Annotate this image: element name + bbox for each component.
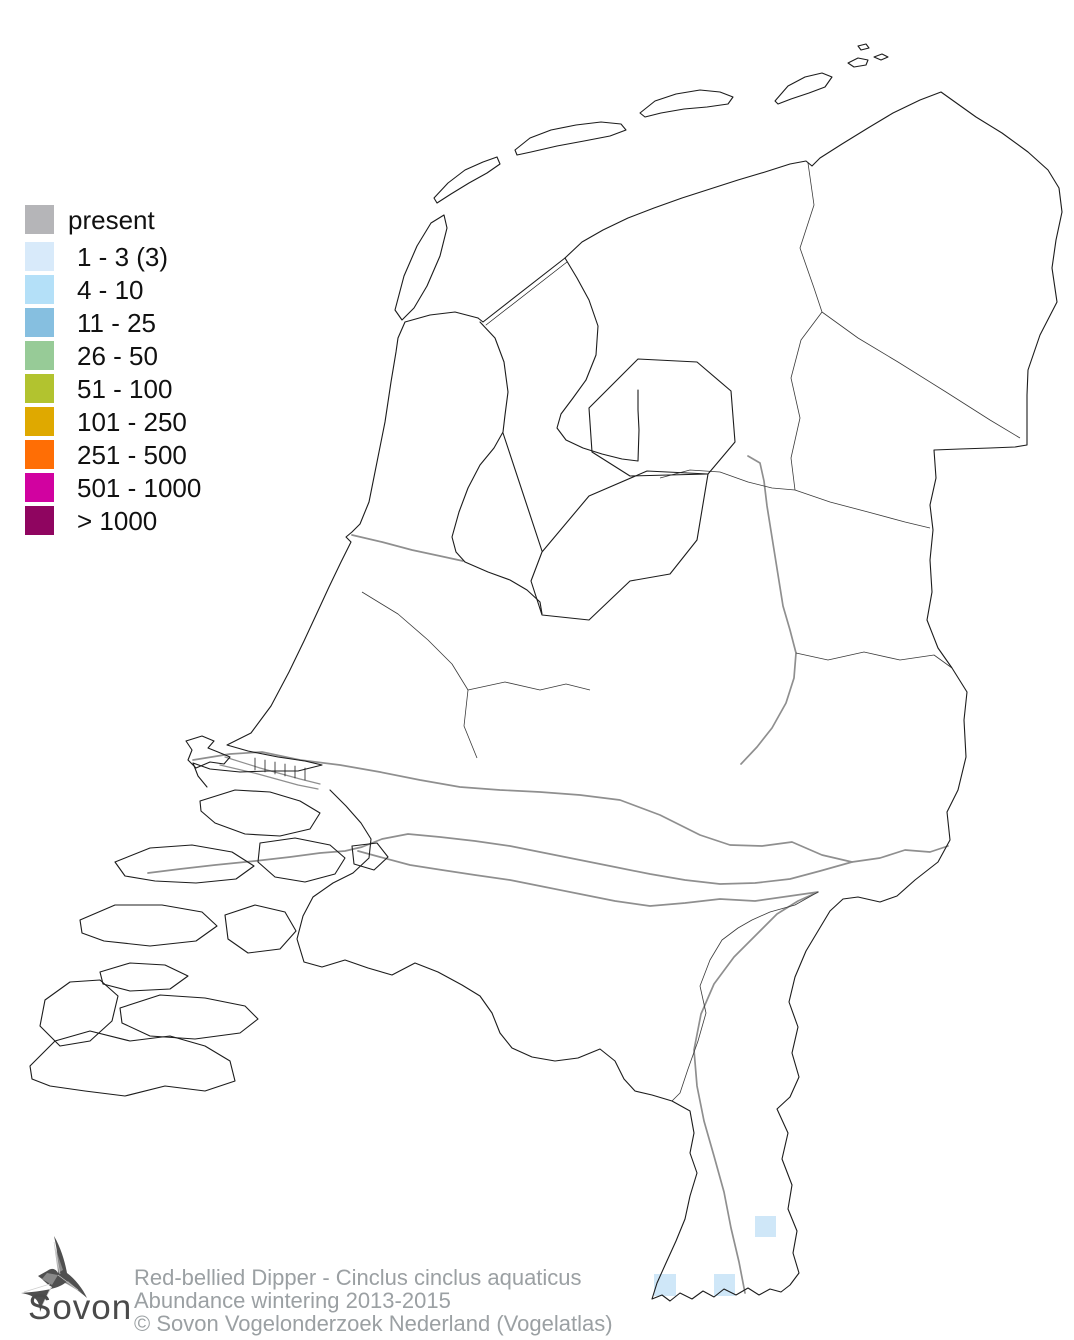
legend-item: 251 - 500 [25, 438, 201, 471]
observation-square [714, 1274, 735, 1296]
afsluitdijk-second-line [485, 261, 568, 326]
island-tholen [224, 904, 297, 954]
legend-item: > 1000 [25, 504, 201, 537]
island-dordrecht [351, 842, 389, 871]
houtribdijk [502, 432, 543, 552]
boundary-friesland-groningen [799, 162, 823, 313]
legend-item: 501 - 1000 [25, 471, 201, 504]
island-zuid-beveland [119, 994, 259, 1040]
legend-item: 26 - 50 [25, 339, 201, 372]
legend-swatch [25, 308, 54, 337]
legend-item-label: present [68, 204, 155, 235]
island-noord-beveland [99, 962, 189, 992]
legend-item-label: 51 - 100 [77, 373, 173, 404]
legend-item-label: 101 - 250 [77, 406, 187, 437]
legend-item: 51 - 100 [25, 372, 201, 405]
legend-item-label: 4 - 10 [77, 274, 144, 305]
province-boundaries-layer [361, 162, 1021, 1102]
legend-item-label: 11 - 25 [77, 307, 157, 338]
legend-item-label: 26 - 50 [77, 340, 158, 371]
sovon-logo: Sovon [14, 1232, 132, 1332]
river-maas [357, 850, 819, 1294]
observation-square [755, 1216, 776, 1237]
legend-swatch [25, 242, 54, 271]
boundary-overijssel-gelderland [795, 651, 953, 669]
boundary-utrecht-gelderland [467, 681, 591, 691]
sovon-logo-text: Sovon [28, 1288, 133, 1327]
island-ameland [639, 89, 734, 118]
legend-swatch [25, 341, 54, 370]
legend-item: present [25, 203, 201, 236]
river-rhine-lek [192, 751, 949, 863]
caption-species: Red-bellied Dipper - Cinclus cinclus aqu… [134, 1265, 582, 1290]
legend-item: 1 - 3 (3) [25, 240, 201, 273]
boundary-friesland-overijssel [659, 469, 796, 491]
rivers-layer [147, 455, 949, 1294]
coast-markermeer-south [464, 561, 543, 615]
island-hoeksche-waard [257, 837, 346, 883]
coast-west [192, 311, 479, 788]
island-schiermonnikoog [774, 72, 833, 105]
legend-swatch [25, 205, 54, 234]
island-walcheren [39, 979, 119, 1047]
island-vlieland [433, 156, 501, 204]
legend-item-label: 251 - 500 [77, 439, 187, 470]
caption-copyright: © Sovon Vogelonderzoek Nederland (Vogela… [134, 1311, 613, 1336]
island-schouwen-duiveland [79, 904, 218, 947]
boundary-friesland-drenthe [790, 311, 823, 491]
coastline-layer [29, 43, 1063, 1302]
islets-wadden-east [847, 43, 889, 68]
legend-item: 4 - 10 [25, 273, 201, 306]
flevoland-polder [530, 470, 709, 621]
legend-swatch [25, 506, 54, 535]
legend-swatch [25, 275, 54, 304]
boundary-noordholland-zuidholland [361, 591, 469, 691]
island-texel [394, 214, 448, 321]
legend-item: 101 - 250 [25, 405, 201, 438]
boundary-brabant-limburg [671, 891, 819, 1102]
legend-swatch [25, 473, 54, 502]
boundary-drenthe-overijssel [794, 489, 931, 529]
waterway-nieuwe-waterweg [219, 756, 321, 790]
legend-swatch [25, 407, 54, 436]
legend-swatch [25, 374, 54, 403]
coast-friesland-inner [556, 257, 640, 462]
port-docks [254, 757, 306, 781]
caption-survey: Abundance wintering 2013-2015 [134, 1288, 451, 1313]
zeeuws-vlaanderen [29, 1030, 236, 1097]
boundary-groningen-drenthe [821, 311, 1021, 439]
legend: present 1 - 3 (3) 4 - 10 11 - 25 26 - 50… [25, 203, 201, 537]
legend-item: 11 - 25 [25, 306, 201, 339]
legend-item-label: > 1000 [77, 505, 158, 536]
river-noordzeekanaal [351, 534, 464, 562]
maasvlakte-port [185, 735, 231, 769]
observation-square [654, 1274, 676, 1296]
map-captions: Red-bellied Dipper - Cinclus cinclus aqu… [134, 1266, 613, 1335]
border-south-east-north [296, 91, 1063, 1302]
swallow-icon [21, 1236, 87, 1312]
island-goeree-overflakkee [114, 844, 255, 884]
noordoostpolder [588, 358, 736, 477]
river-waal-hollandsdiep [147, 833, 853, 885]
island-terschelling [514, 121, 627, 156]
legend-item-label: 501 - 1000 [77, 472, 202, 503]
coast-noordholland-east [451, 321, 509, 563]
island-voorne-putten [199, 789, 321, 837]
boundary-utrecht-zuidholland [463, 689, 478, 759]
observation-squares [654, 1216, 776, 1296]
legend-swatch [25, 440, 54, 469]
river-ijssel [740, 455, 797, 765]
legend-item-label: 1 - 3 (3) [77, 241, 169, 272]
